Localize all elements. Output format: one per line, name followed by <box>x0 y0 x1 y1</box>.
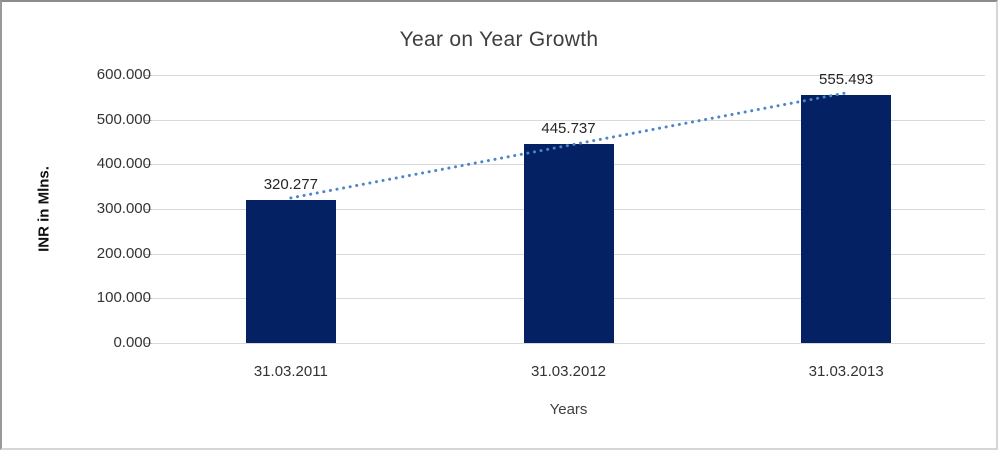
gridline <box>152 343 985 344</box>
chart-title: Year on Year Growth <box>399 28 599 51</box>
bar-value-label: 320.277 <box>263 175 318 193</box>
y-tick-label: 200.000 <box>96 244 151 262</box>
y-tick-label: 300.000 <box>96 200 151 217</box>
x-axis-title: Years <box>549 401 588 418</box>
y-axis-tick-mark <box>144 253 152 255</box>
bar-31.03.2011[interactable] <box>245 199 336 343</box>
y-tick-label: 0.000 <box>113 334 151 351</box>
y-axis-tick-mark <box>144 209 152 210</box>
y-axis-tick-mark <box>144 119 152 121</box>
y-axis-tick-mark <box>144 343 152 344</box>
y-tick-label: 600.000 <box>96 66 151 83</box>
y-tick-label: 400.000 <box>96 155 151 173</box>
y-axis-tick-mark <box>144 298 152 300</box>
y-axis-tick-mark <box>144 75 152 76</box>
y-tick-label: 100.000 <box>96 289 151 307</box>
bar-31.03.2012[interactable] <box>523 143 614 343</box>
plot-area: 320.277 445.737 555.493 <box>144 71 985 344</box>
bar-31.03.2013[interactable] <box>801 94 892 343</box>
x-tick-label: 31.03.2012 <box>530 363 607 380</box>
y-axis-tick-mark <box>144 164 152 166</box>
x-tick-label: 31.03.2013 <box>808 363 884 380</box>
bar-value-label: 445.737 <box>541 119 596 137</box>
gridline <box>152 75 985 76</box>
bar-value-label: 555.493 <box>819 70 874 88</box>
y-tick-label: 500.000 <box>96 110 151 128</box>
x-tick-label: 31.03.2011 <box>253 363 328 380</box>
